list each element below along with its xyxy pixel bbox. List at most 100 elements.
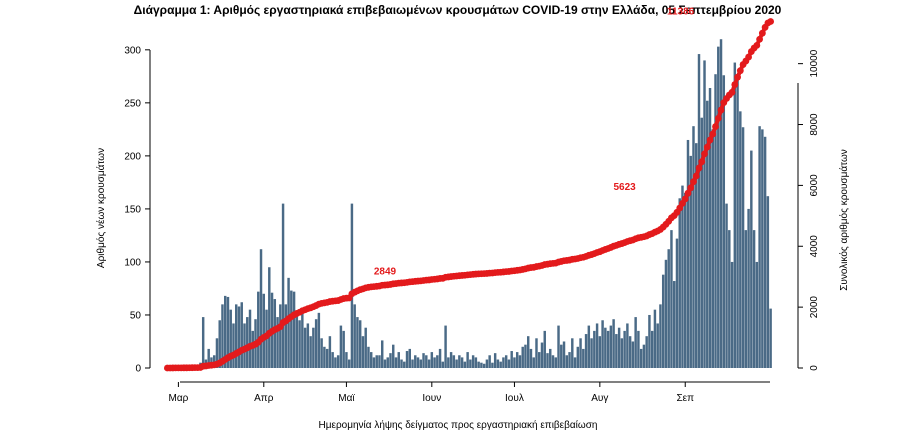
annotations-layer: 2849 5623 11386: [374, 6, 695, 277]
y-axis-title: Αριθμός νέων κρουσμάτων: [95, 148, 107, 268]
daily-cases-bar: [221, 304, 224, 368]
daily-cases-bar: [623, 330, 626, 368]
cumulative-point: [736, 67, 744, 75]
daily-cases-bar: [722, 75, 726, 369]
daily-cases-bar: [303, 327, 307, 368]
cumulative-annotation-label: 2849: [374, 266, 397, 277]
daily-cases-bar: [284, 304, 288, 368]
daily-cases-bar: [499, 361, 502, 368]
cumulative-point: [758, 29, 766, 37]
daily-cases-bar: [565, 355, 569, 368]
daily-cases-bar: [637, 330, 640, 368]
daily-cases-bar: [717, 46, 720, 368]
daily-cases-bar: [653, 309, 657, 368]
cumulative-point: [709, 130, 717, 138]
daily-cases-bar: [703, 60, 706, 369]
daily-cases-bar: [408, 348, 411, 368]
cumulative-point: [714, 115, 722, 122]
cumulative-annotation-label: 11386: [667, 6, 695, 17]
x-axis-title: Ημερομηνία λήψης δείγματος προς εργαστηρ…: [319, 419, 598, 431]
daily-cases-bar: [331, 352, 334, 368]
daily-cases-bar: [427, 359, 431, 368]
daily-cases-bar: [364, 327, 367, 368]
y2-tick-label: 0: [809, 365, 820, 371]
cumulative-point: [767, 18, 775, 25]
daily-cases-bar: [485, 359, 489, 368]
daily-cases-bar: [369, 352, 373, 368]
daily-cases-bar: [353, 304, 356, 368]
daily-cases-bar: [766, 196, 770, 368]
daily-cases-bar: [612, 319, 615, 368]
daily-cases-bar: [615, 334, 618, 368]
ticks-layer: 0 50 100 150 200 250 300 0 2000 4000 6000 8000 10000…: [124, 45, 820, 404]
cumulative-point: [756, 35, 763, 43]
cumulative-point: [753, 41, 761, 49]
daily-cases-bar: [386, 357, 389, 368]
daily-cases-bar: [312, 327, 315, 368]
daily-cases-bar: [562, 341, 566, 368]
cumulative-point: [717, 106, 725, 114]
daily-cases-bar: [515, 352, 519, 368]
daily-cases-bar: [201, 317, 205, 368]
cumulative-point: [690, 178, 697, 186]
daily-cases-bar: [358, 320, 362, 368]
daily-cases-bar: [692, 126, 695, 369]
daily-cases-bar: [452, 355, 456, 368]
labels-layer: Ημερομηνία λήψης δείγματος προς εργαστηρ…: [95, 148, 850, 431]
daily-cases-bar: [504, 355, 508, 368]
daily-cases-bar: [469, 359, 472, 368]
daily-cases-bar: [392, 344, 395, 368]
daily-cases-bar: [422, 353, 425, 368]
daily-cases-bar: [207, 348, 210, 368]
daily-cases-bar: [342, 330, 345, 368]
daily-cases-bar: [606, 330, 610, 368]
daily-cases-bar: [301, 309, 304, 368]
daily-cases-bar: [681, 185, 684, 368]
daily-cases-bar: [518, 355, 522, 368]
daily-cases-bar: [642, 344, 646, 368]
cumulative-point: [745, 53, 752, 61]
x-tick-label: Ιουλ: [505, 393, 524, 404]
daily-cases-bar: [477, 361, 480, 368]
daily-cases-bar: [557, 325, 560, 368]
daily-cases-bar: [695, 143, 698, 368]
cumulative-point: [706, 136, 714, 144]
daily-cases-bar: [535, 338, 538, 368]
daily-cases-bar: [752, 230, 756, 368]
daily-cases-bar: [650, 330, 654, 368]
daily-cases-bar: [367, 346, 370, 368]
daily-cases-bar: [411, 359, 414, 368]
daily-cases-bar: [571, 338, 574, 368]
daily-cases-bar: [405, 351, 409, 368]
daily-cases-bar: [397, 352, 400, 368]
daily-cases-bar: [248, 309, 252, 368]
daily-cases-bar: [750, 150, 753, 368]
daily-cases-bar: [447, 357, 450, 368]
daily-cases-bar: [279, 304, 282, 368]
cumulative-point: [731, 81, 739, 88]
y-tick-label: 0: [135, 364, 141, 375]
y2-tick-label: 2000: [809, 296, 820, 319]
daily-cases-bar: [736, 76, 739, 368]
daily-cases-bar: [458, 355, 461, 368]
daily-cases-bar: [482, 363, 486, 368]
daily-cases-bar: [383, 359, 387, 368]
daily-cases-bar: [347, 359, 351, 368]
daily-cases-bar: [661, 274, 665, 368]
daily-cases-bar: [769, 308, 772, 368]
daily-cases-bar: [455, 359, 458, 368]
daily-cases-bar: [609, 325, 613, 368]
y2-tick-label: 10000: [809, 49, 820, 77]
daily-cases-bar: [744, 230, 748, 368]
daily-cases-bar: [631, 341, 635, 368]
daily-cases-bar: [697, 54, 701, 369]
daily-cases-bar: [433, 357, 436, 368]
daily-cases-bar: [246, 317, 249, 368]
daily-cases-bar: [430, 352, 434, 368]
daily-cases-bar: [400, 359, 403, 368]
daily-cases-bar: [389, 353, 392, 368]
daily-cases-bar: [215, 338, 219, 368]
daily-cases-bar: [711, 129, 714, 368]
daily-cases-bar: [601, 320, 604, 368]
daily-cases-bar: [590, 338, 593, 368]
